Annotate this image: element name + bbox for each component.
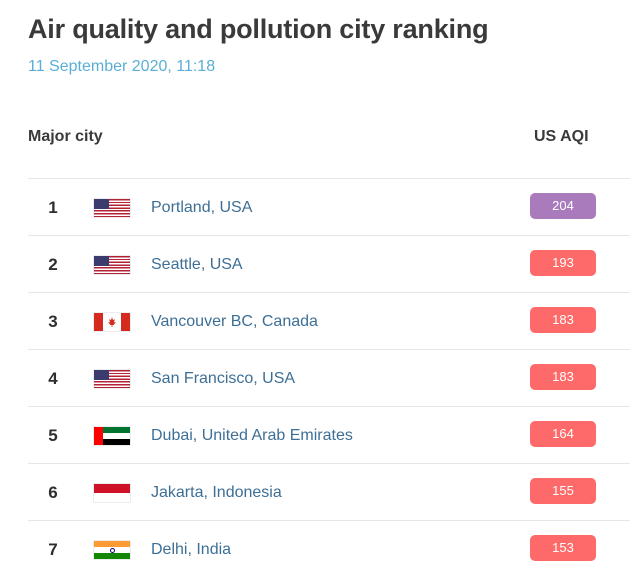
timestamp: 11 September 2020, 11:18 [28,58,216,75]
city-link[interactable]: Portland, USA [151,199,253,216]
aqi-badge: 155 [530,478,596,504]
table-row[interactable]: 4 San Francisco, USA 183 [28,349,630,406]
city-link[interactable]: Seattle, USA [151,256,243,273]
rank-number: 1 [48,198,58,217]
city-link[interactable]: Vancouver BC, Canada [151,313,318,330]
aqi-badge: 193 [530,250,596,276]
aqi-badge: 204 [530,193,596,219]
usa-flag-icon [94,370,130,388]
column-header-aqi[interactable]: US AQI [534,128,589,145]
city-link[interactable]: Jakarta, Indonesia [151,484,282,501]
rank-number: 3 [48,312,58,331]
rank-number: 6 [48,483,58,502]
ashoka-chakra-icon [109,547,115,553]
column-header-city[interactable]: Major city [28,128,103,145]
table-row[interactable]: 6 Jakarta, Indonesia 155 [28,463,630,520]
table-row[interactable]: 1 Portland, USA 204 [28,178,630,235]
aqi-badge: 164 [530,421,596,447]
rank-number: 7 [48,540,58,559]
city-link[interactable]: San Francisco, USA [151,370,296,387]
rank-number: 5 [48,426,58,445]
aqi-badge: 183 [530,307,596,333]
table-row[interactable]: 2 Seattle, USA 193 [28,235,630,292]
usa-flag-icon [94,199,130,217]
aqi-badge: 153 [530,535,596,561]
rank-number: 4 [48,369,58,388]
city-link[interactable]: Dubai, United Arab Emirates [151,427,353,444]
indonesia-flag-icon [94,484,130,502]
rank-number: 2 [48,255,58,274]
page-title: Air quality and pollution city ranking [28,14,489,44]
india-flag-icon [94,541,130,559]
table-row[interactable]: 7 Delhi, India 153 [28,520,630,573]
aqi-badge: 183 [530,364,596,390]
table-row[interactable]: 5 Dubai, United Arab Emirates 164 [28,406,630,463]
maple-leaf-icon [108,317,116,327]
uae-flag-icon [94,427,130,445]
ranking-table: 1 Portland, USA 204 2 Seattle, USA 193 3… [28,178,630,573]
usa-flag-icon [94,256,130,274]
city-link[interactable]: Delhi, India [151,541,232,558]
canada-flag-icon [94,313,130,331]
table-row[interactable]: 3 Vancouver BC, Canada 183 [28,292,630,349]
